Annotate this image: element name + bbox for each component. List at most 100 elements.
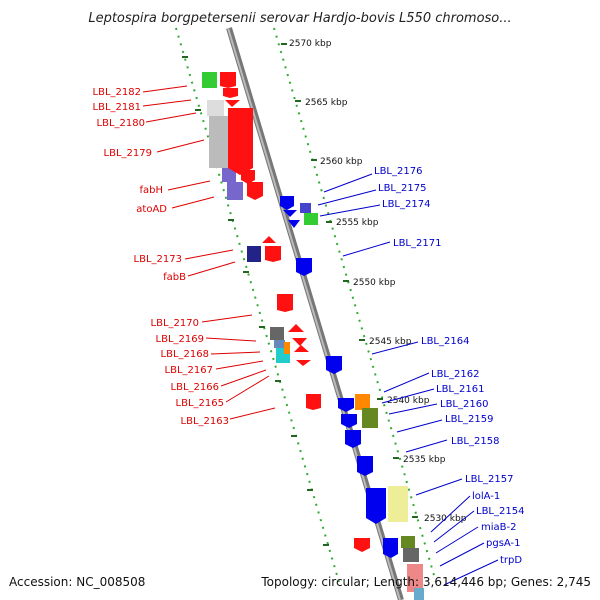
gene-arrow[interactable] xyxy=(296,258,312,276)
gene-arrow[interactable] xyxy=(277,294,293,312)
forward-dotted-track xyxy=(273,27,437,583)
gene-label[interactable]: LBL_2163 xyxy=(181,416,229,427)
gene-arrow[interactable] xyxy=(247,182,263,200)
scale-tick-label: 2540 kbp xyxy=(387,396,430,406)
gene-label[interactable]: LBL_2164 xyxy=(421,336,469,347)
gene-label[interactable]: LBL_2165 xyxy=(176,398,224,409)
gene-feature[interactable] xyxy=(401,536,415,548)
gene-feature[interactable] xyxy=(284,342,290,354)
leader-line xyxy=(317,189,377,206)
gene-feature[interactable] xyxy=(270,327,284,340)
gene-label[interactable]: LBL_2166 xyxy=(171,382,219,393)
gene-feature[interactable] xyxy=(355,394,370,410)
gene-feature[interactable] xyxy=(247,246,261,262)
gene-label[interactable]: LBL_2174 xyxy=(382,199,430,210)
gene-arrow[interactable] xyxy=(228,108,253,175)
leader-line xyxy=(229,407,276,420)
gene-label[interactable]: LBL_2182 xyxy=(93,87,141,98)
leader-line xyxy=(319,204,381,217)
gene-label[interactable]: LBL_2180 xyxy=(97,118,145,129)
leader-line xyxy=(371,341,419,355)
gene-feature[interactable] xyxy=(209,116,231,168)
gene-arrow[interactable] xyxy=(296,360,311,366)
gene-feature[interactable] xyxy=(227,182,243,200)
gene-label[interactable]: atoAD xyxy=(136,204,167,215)
gene-label[interactable]: LBL_2154 xyxy=(476,506,524,517)
gene-feature[interactable] xyxy=(414,588,424,600)
scale-tick-label: 2535 kbp xyxy=(403,455,446,465)
gene-arrow[interactable] xyxy=(294,345,309,352)
gene-arrow[interactable] xyxy=(366,488,386,524)
reverse-label-leaders xyxy=(142,85,276,420)
leader-line xyxy=(142,85,188,93)
gene-feature[interactable] xyxy=(304,213,318,225)
gene-arrow[interactable] xyxy=(292,338,307,346)
gene-label[interactable]: LBL_2157 xyxy=(465,474,513,485)
accession-text: Accession: NC_008508 xyxy=(9,575,145,589)
gene-feature[interactable] xyxy=(403,548,419,562)
gene-label[interactable]: LBL_2171 xyxy=(393,238,441,249)
gene-label[interactable]: fabB xyxy=(163,272,186,283)
gene-feature[interactable] xyxy=(362,408,378,428)
scale-tick-label: 2560 kbp xyxy=(320,157,363,167)
gene-arrow[interactable] xyxy=(306,394,321,410)
leader-line xyxy=(156,139,205,153)
scale-tick-label: 2565 kbp xyxy=(305,98,348,108)
gene-feature[interactable] xyxy=(388,486,408,522)
gene-label[interactable]: pgsA-1 xyxy=(486,538,521,549)
gene-feature[interactable] xyxy=(300,203,311,213)
gene-label[interactable]: miaB-2 xyxy=(481,522,516,533)
gene-arrow[interactable] xyxy=(338,398,354,412)
gene-arrow[interactable] xyxy=(354,538,370,552)
gene-arrow[interactable] xyxy=(341,414,357,428)
leader-line xyxy=(210,351,261,355)
gene-arrow[interactable] xyxy=(383,538,398,558)
gene-label[interactable]: LBL_2168 xyxy=(161,349,209,360)
gene-feature[interactable] xyxy=(202,72,217,88)
gene-label[interactable]: fabH xyxy=(139,185,163,196)
leader-line xyxy=(142,99,192,107)
gene-feature[interactable] xyxy=(222,168,236,182)
gene-feature[interactable] xyxy=(407,564,423,592)
gene-feature[interactable] xyxy=(274,340,285,348)
gene-label[interactable]: LBL_2158 xyxy=(451,436,499,447)
leader-line xyxy=(433,510,475,543)
gene-arrow[interactable] xyxy=(288,324,304,332)
scale-tick-label: 2550 kbp xyxy=(353,278,396,288)
gene-arrow[interactable] xyxy=(265,246,281,262)
gene-arrow[interactable] xyxy=(345,430,361,448)
gene-label[interactable]: LBL_2173 xyxy=(134,254,182,265)
gene-arrow[interactable] xyxy=(280,196,294,210)
leader-line xyxy=(342,241,391,257)
gene-arrow[interactable] xyxy=(288,220,300,228)
gene-label[interactable]: LBL_2175 xyxy=(378,183,426,194)
gene-arrow[interactable] xyxy=(326,356,342,374)
gene-label[interactable]: LBL_2160 xyxy=(440,399,488,410)
leader-line xyxy=(187,261,236,277)
reverse-gene-labels: LBL_2182 LBL_2181 LBL_2180 LBL_2179 fabH… xyxy=(93,87,229,427)
gene-label[interactable]: LBL_2181 xyxy=(93,102,141,113)
gene-arrow[interactable] xyxy=(223,88,238,98)
map-title: Leptospira borgpetersenii serovar Hardjo… xyxy=(88,11,511,26)
gene-arrow[interactable] xyxy=(225,100,240,107)
gene-label[interactable]: LBL_2161 xyxy=(436,384,484,395)
gene-arrow[interactable] xyxy=(220,72,236,88)
gene-arrow[interactable] xyxy=(262,236,276,243)
gene-feature[interactable] xyxy=(207,100,224,116)
gene-label[interactable]: lolA-1 xyxy=(472,491,500,502)
gene-label[interactable]: LBL_2159 xyxy=(445,414,493,425)
gene-label[interactable]: LBL_2167 xyxy=(165,365,213,376)
scale-tick-label: 2570 kbp xyxy=(289,39,332,49)
gene-arrow[interactable] xyxy=(357,456,373,476)
gene-arrow[interactable] xyxy=(283,210,297,217)
gene-label[interactable]: LBL_2169 xyxy=(156,334,204,345)
gene-label[interactable]: trpD xyxy=(500,555,522,566)
gene-label[interactable]: LBL_2162 xyxy=(431,369,479,380)
gene-label[interactable]: LBL_2176 xyxy=(374,166,422,177)
gene-label[interactable]: LBL_2170 xyxy=(151,318,199,329)
gene-arrow[interactable] xyxy=(241,170,255,184)
leader-line xyxy=(439,542,485,567)
gene-label[interactable]: LBL_2179 xyxy=(104,148,152,159)
leader-line xyxy=(415,478,463,496)
